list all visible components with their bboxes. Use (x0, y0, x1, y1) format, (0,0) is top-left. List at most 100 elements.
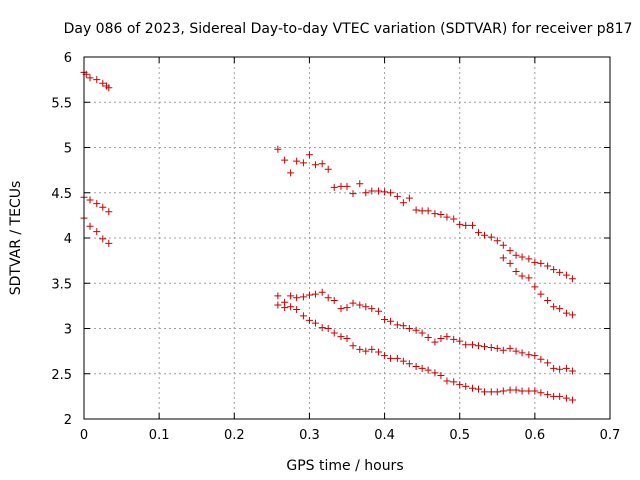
x-tick-label: 0.3 (299, 428, 320, 443)
data-point (349, 299, 357, 307)
data-point (86, 196, 94, 204)
y-tick-label: 4.5 (51, 187, 72, 202)
data-point (512, 386, 520, 394)
data-point (468, 341, 476, 349)
data-point (311, 161, 319, 169)
data-point (544, 391, 552, 399)
data-point (487, 388, 495, 396)
data-point (305, 291, 313, 299)
data-point (499, 254, 507, 262)
data-point (424, 334, 432, 342)
data-point (99, 235, 107, 243)
data-point (362, 189, 370, 197)
data-point (468, 221, 476, 229)
data-point (512, 267, 520, 275)
data-point (568, 396, 576, 404)
data-point (281, 156, 289, 164)
data-point (556, 268, 564, 276)
data-point (531, 352, 539, 360)
data-point (93, 200, 101, 208)
data-point (506, 386, 514, 394)
y-tick-label: 4 (64, 232, 72, 247)
x-tick-label: 0.4 (374, 428, 395, 443)
y-tick-labels: 2 2.5 3 3.5 4 4.5 5 5.5 6 (51, 51, 72, 428)
data-point (381, 315, 389, 323)
data-point (324, 325, 332, 332)
data-point (330, 183, 338, 191)
data-point (387, 317, 395, 325)
data-point (487, 233, 495, 241)
data-point (368, 187, 376, 195)
x-tick-label: 0.5 (449, 428, 470, 443)
data-point (568, 311, 576, 319)
data-point (525, 274, 533, 282)
x-tick-label: 0.6 (525, 428, 546, 443)
data-point (550, 392, 558, 400)
data-point (362, 347, 370, 355)
data-point (293, 157, 301, 165)
data-point (412, 206, 420, 214)
data-point (412, 363, 420, 371)
y-tick-label: 2 (64, 413, 72, 428)
data-point (356, 180, 364, 188)
data-point (531, 258, 539, 266)
data-point (375, 187, 383, 195)
data-point (525, 387, 533, 395)
data-point (399, 322, 407, 330)
data-point (387, 189, 395, 197)
data-point (349, 342, 357, 350)
data-point (337, 305, 345, 313)
data-point (506, 344, 514, 352)
data-point (318, 288, 326, 296)
data-point (274, 292, 282, 300)
data-point (305, 151, 313, 159)
data-point (518, 253, 526, 261)
x-axis-label: GPS time / hours (286, 458, 403, 474)
data-point (287, 169, 295, 177)
data-point (493, 388, 501, 396)
data-point (456, 220, 464, 228)
data-point (293, 294, 301, 302)
track-3-series (80, 214, 113, 247)
data-point (562, 271, 570, 279)
track-7-series (274, 301, 576, 404)
x-tick-label: 0.7 (600, 428, 621, 443)
data-point (499, 387, 507, 395)
data-point (556, 365, 564, 373)
axis-ticks (83, 56, 611, 420)
data-point (450, 335, 458, 343)
data-point (443, 333, 451, 341)
data-point (318, 160, 326, 168)
data-point (93, 76, 101, 84)
data-point (412, 326, 420, 334)
x-tick-labels: 0 0.1 0.2 0.3 0.4 0.5 0.6 0.7 (80, 428, 620, 443)
data-point (499, 346, 507, 354)
y-axis-label: SDTVAR / TECUs (8, 181, 24, 296)
data-point (375, 307, 383, 315)
data-point (550, 303, 558, 311)
data-point (405, 194, 413, 202)
data-point (343, 182, 351, 190)
data-point (305, 316, 313, 324)
x-tick-label: 0.2 (224, 428, 245, 443)
data-point (537, 355, 545, 363)
data-point (311, 319, 319, 327)
data-point (99, 203, 107, 211)
data-point (525, 255, 533, 263)
data-point (562, 364, 570, 372)
data-point (393, 192, 401, 200)
data-point (281, 304, 289, 312)
data-point (299, 312, 307, 320)
data-point (368, 305, 376, 313)
data-point (324, 165, 332, 173)
data-point (287, 303, 295, 311)
data-point (424, 366, 432, 374)
data-point (506, 247, 514, 255)
data-point (562, 394, 570, 402)
data-point (393, 321, 401, 329)
data-point (356, 345, 364, 353)
data-point (456, 381, 464, 389)
data-point (450, 378, 458, 386)
data-point (405, 325, 413, 332)
